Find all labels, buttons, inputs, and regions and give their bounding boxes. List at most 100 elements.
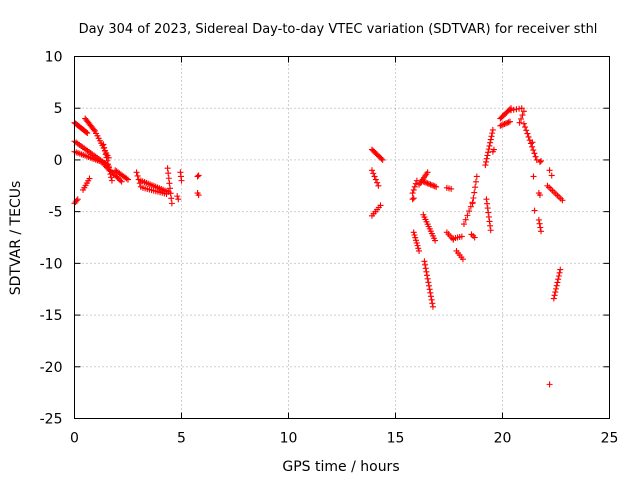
data-point xyxy=(497,122,504,129)
data-point xyxy=(458,233,465,240)
data-point xyxy=(409,190,416,197)
data-point xyxy=(553,282,560,289)
data-point xyxy=(108,177,115,184)
data-point xyxy=(422,265,429,272)
data-point xyxy=(83,129,90,136)
data-point xyxy=(108,174,115,181)
data-point xyxy=(175,196,182,203)
data-point xyxy=(552,289,559,296)
data-point xyxy=(529,139,536,146)
data-point xyxy=(374,179,381,186)
data-point xyxy=(166,180,173,187)
data-point xyxy=(101,147,108,154)
data-point xyxy=(485,213,492,220)
data-point xyxy=(505,119,512,126)
data-point xyxy=(483,158,490,165)
data-point xyxy=(485,209,492,216)
data-point xyxy=(415,245,422,252)
data-point xyxy=(410,195,417,202)
y-tick-label: 10 xyxy=(45,50,63,66)
data-point xyxy=(518,115,525,122)
axis-ticks: 0 5 10 15 20 25 -25 -20 -15 -10 -5 0 5 10 xyxy=(40,50,619,447)
y-tick-label: -20 xyxy=(40,360,63,376)
y-tick-label: -15 xyxy=(40,308,63,324)
data-point xyxy=(472,184,479,191)
data-point xyxy=(416,247,423,254)
data-point xyxy=(536,220,543,227)
x-axis-label: GPS time / hours xyxy=(282,459,399,475)
data-point xyxy=(483,196,490,203)
data-point xyxy=(462,216,469,223)
data-point xyxy=(554,279,561,286)
data-point xyxy=(464,212,471,219)
data-point xyxy=(413,239,420,246)
y-tick-label: -5 xyxy=(49,205,63,221)
data-point xyxy=(101,144,108,151)
data-point xyxy=(163,191,170,198)
x-tick-label: 5 xyxy=(177,431,186,447)
data-point xyxy=(117,177,124,184)
data-point xyxy=(473,173,480,180)
data-point xyxy=(426,286,433,293)
data-point xyxy=(471,189,478,196)
y-tick-label: -25 xyxy=(40,412,63,428)
data-point xyxy=(430,182,437,189)
data-point xyxy=(538,228,545,235)
data-point xyxy=(379,156,386,163)
data-point xyxy=(425,282,432,289)
data-point xyxy=(424,272,431,279)
data-point xyxy=(165,175,172,182)
data-point xyxy=(133,169,140,176)
data-point xyxy=(484,200,491,207)
data-point xyxy=(487,136,494,143)
data-point xyxy=(533,156,540,163)
data-point xyxy=(471,234,478,241)
data-point xyxy=(448,185,455,192)
data-point xyxy=(372,176,379,183)
data-point xyxy=(167,185,174,192)
data-point xyxy=(486,142,493,149)
data-point xyxy=(86,175,93,182)
data-points xyxy=(71,105,566,388)
data-point xyxy=(538,157,545,164)
data-point xyxy=(118,178,125,185)
data-point xyxy=(378,155,385,162)
data-point xyxy=(470,194,477,201)
data-point xyxy=(546,167,553,174)
data-point xyxy=(466,208,473,215)
data-point xyxy=(421,258,428,265)
data-point xyxy=(102,151,109,158)
data-point xyxy=(559,197,566,204)
data-point xyxy=(524,130,531,137)
data-point xyxy=(375,182,382,189)
x-tick-label: 15 xyxy=(387,431,405,447)
data-point xyxy=(84,130,91,137)
data-point xyxy=(536,192,543,199)
data-point xyxy=(427,289,434,296)
data-point xyxy=(551,292,558,299)
data-point xyxy=(429,303,436,310)
data-point xyxy=(134,172,141,179)
data-point xyxy=(502,120,509,127)
data-point xyxy=(469,200,476,207)
x-tick-label: 25 xyxy=(601,431,619,447)
data-point xyxy=(427,293,434,300)
data-point xyxy=(484,205,491,212)
data-point xyxy=(431,183,438,190)
data-point xyxy=(556,269,563,276)
data-point xyxy=(100,141,107,148)
data-point xyxy=(531,150,538,157)
data-point xyxy=(501,121,508,128)
data-point xyxy=(484,152,491,159)
data-point xyxy=(537,224,544,231)
data-point xyxy=(168,195,175,202)
data-point xyxy=(523,127,530,134)
data-point xyxy=(412,237,419,244)
data-point xyxy=(424,169,431,176)
data-point xyxy=(486,218,493,225)
data-point xyxy=(432,237,439,244)
data-point xyxy=(516,119,523,126)
data-point xyxy=(555,276,562,283)
data-point xyxy=(174,193,181,200)
